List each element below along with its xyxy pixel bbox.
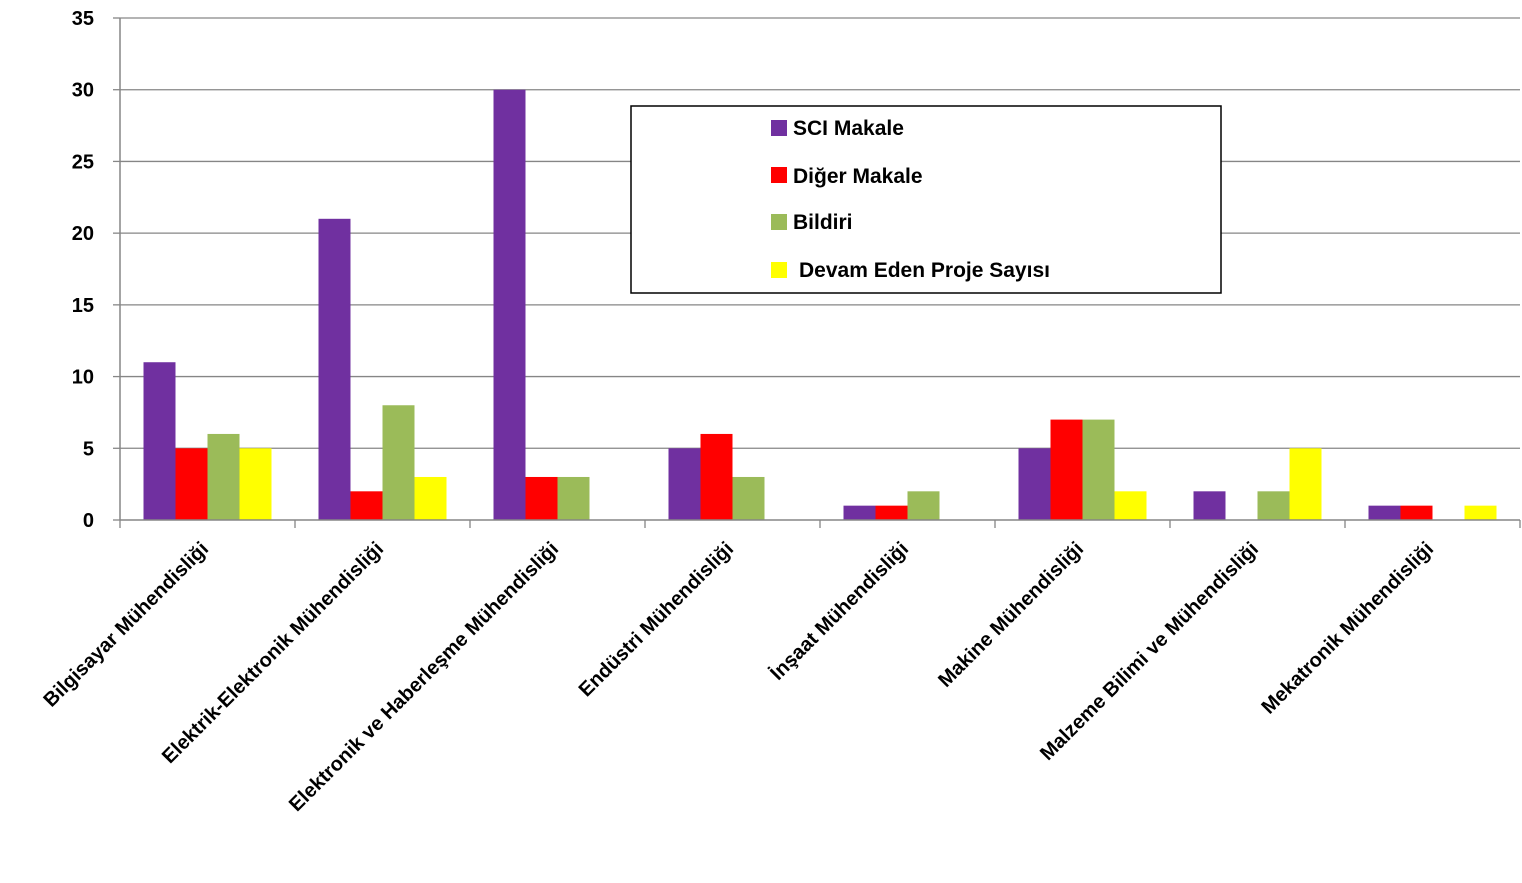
y-tick-label: 30 — [72, 80, 94, 102]
legend-swatch — [771, 262, 787, 278]
legend-label: Bildiri — [793, 211, 853, 234]
y-tick-label: 20 — [72, 223, 94, 245]
bars — [143, 89, 1497, 521]
y-tick-label: 0 — [83, 510, 94, 532]
bar — [175, 448, 208, 520]
x-category-label: Endüstri Mühendisliği — [575, 538, 738, 701]
legend-label: Diğer Makale — [793, 165, 923, 188]
bar — [1050, 419, 1083, 520]
bar — [1082, 419, 1115, 520]
bar — [1018, 448, 1051, 520]
x-category-label: Malzeme Bilimi ve Mühendisliği — [1036, 538, 1263, 765]
y-tick-label: 15 — [72, 295, 94, 317]
x-axis-tick-marks — [119, 520, 1521, 528]
bar — [875, 505, 908, 520]
bar — [668, 448, 701, 520]
bar — [143, 362, 176, 520]
bar — [1400, 505, 1433, 520]
legend-item-bildiri: Bildiri — [771, 211, 853, 234]
bar — [1289, 448, 1322, 520]
bar — [700, 433, 733, 520]
legend-label: SCI Makale — [793, 117, 904, 140]
y-tick-label: 5 — [83, 438, 94, 460]
legend: SCI Makale Diğer Makale Bildiri Devam Ed… — [630, 105, 1222, 294]
y-tick-label: 10 — [72, 367, 94, 389]
gridlines — [113, 17, 1520, 521]
legend-swatch — [771, 214, 787, 230]
x-category-label: İnşaat Mühendisliği — [766, 537, 913, 684]
legend-box — [630, 105, 1222, 294]
bar — [382, 405, 415, 520]
bar — [318, 218, 351, 521]
legend-item-sci-makale: SCI Makale — [771, 117, 904, 140]
legend-swatch — [771, 120, 787, 136]
y-tick-label: 35 — [72, 8, 94, 30]
x-category-label: Makine Mühendisliği — [934, 538, 1088, 692]
legend-swatch — [771, 167, 787, 183]
x-axis-category-labels: Bilgisayar MühendisliğiElektrik-Elektron… — [40, 537, 1439, 816]
bar — [843, 505, 876, 520]
bar — [557, 476, 590, 520]
legend-label: Devam Eden Proje Sayısı — [799, 259, 1050, 282]
bar — [732, 476, 765, 520]
x-category-label: Mekatronik Mühendisliği — [1257, 538, 1438, 719]
bar — [1114, 491, 1147, 520]
bar — [207, 433, 240, 520]
bar — [414, 476, 447, 520]
legend-item-diger-makale: Diğer Makale — [771, 165, 923, 188]
bar — [1368, 505, 1401, 520]
bar — [1464, 505, 1497, 520]
bar — [350, 491, 383, 520]
legend-item-devam-eden-proje-sayisi: Devam Eden Proje Sayısı — [771, 259, 1050, 282]
bar — [239, 448, 272, 520]
y-tick-label: 25 — [72, 151, 94, 173]
x-category-label: Elektronik ve Haberleşme Mühendisliği — [285, 538, 563, 816]
bar — [493, 89, 526, 520]
bar — [907, 491, 940, 520]
bar — [1193, 491, 1226, 520]
x-category-label: Bilgisayar Mühendisliği — [40, 538, 214, 712]
bar — [1257, 491, 1290, 520]
y-axis-tick-labels: 0 5 10 15 20 25 30 35 — [72, 8, 94, 532]
bar — [525, 476, 558, 520]
